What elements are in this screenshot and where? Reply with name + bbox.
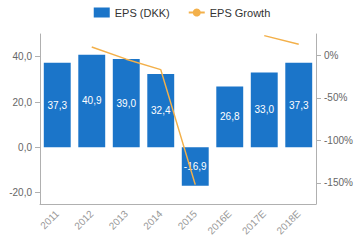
svg-text:-100%: -100% bbox=[324, 135, 353, 146]
svg-text:2016E: 2016E bbox=[205, 208, 233, 236]
svg-text:26,8: 26,8 bbox=[220, 111, 240, 122]
svg-text:40,0: 40,0 bbox=[13, 51, 33, 62]
svg-text:0%: 0% bbox=[324, 50, 339, 61]
svg-text:2011: 2011 bbox=[38, 208, 61, 231]
svg-text:2013: 2013 bbox=[107, 208, 131, 232]
svg-text:-50%: -50% bbox=[324, 92, 347, 103]
svg-text:EPS Growth: EPS Growth bbox=[210, 7, 271, 19]
svg-text:EPS (DKK): EPS (DKK) bbox=[115, 7, 170, 19]
svg-text:40,9: 40,9 bbox=[82, 95, 102, 106]
svg-text:2018E: 2018E bbox=[274, 208, 302, 236]
svg-text:32,4: 32,4 bbox=[151, 105, 171, 116]
svg-text:2017E: 2017E bbox=[240, 208, 268, 236]
svg-text:-20,0: -20,0 bbox=[9, 187, 32, 198]
svg-text:2014: 2014 bbox=[141, 208, 165, 232]
svg-text:33,0: 33,0 bbox=[255, 104, 275, 115]
svg-text:20,0: 20,0 bbox=[13, 97, 33, 108]
svg-text:0,0: 0,0 bbox=[18, 142, 32, 153]
svg-text:2015: 2015 bbox=[176, 208, 200, 232]
svg-text:37,3: 37,3 bbox=[48, 100, 68, 111]
svg-text:2012: 2012 bbox=[72, 208, 96, 232]
svg-text:39,0: 39,0 bbox=[117, 98, 137, 109]
svg-text:-150%: -150% bbox=[324, 177, 353, 188]
svg-text:-16,9: -16,9 bbox=[184, 161, 207, 172]
svg-text:37,3: 37,3 bbox=[289, 100, 309, 111]
